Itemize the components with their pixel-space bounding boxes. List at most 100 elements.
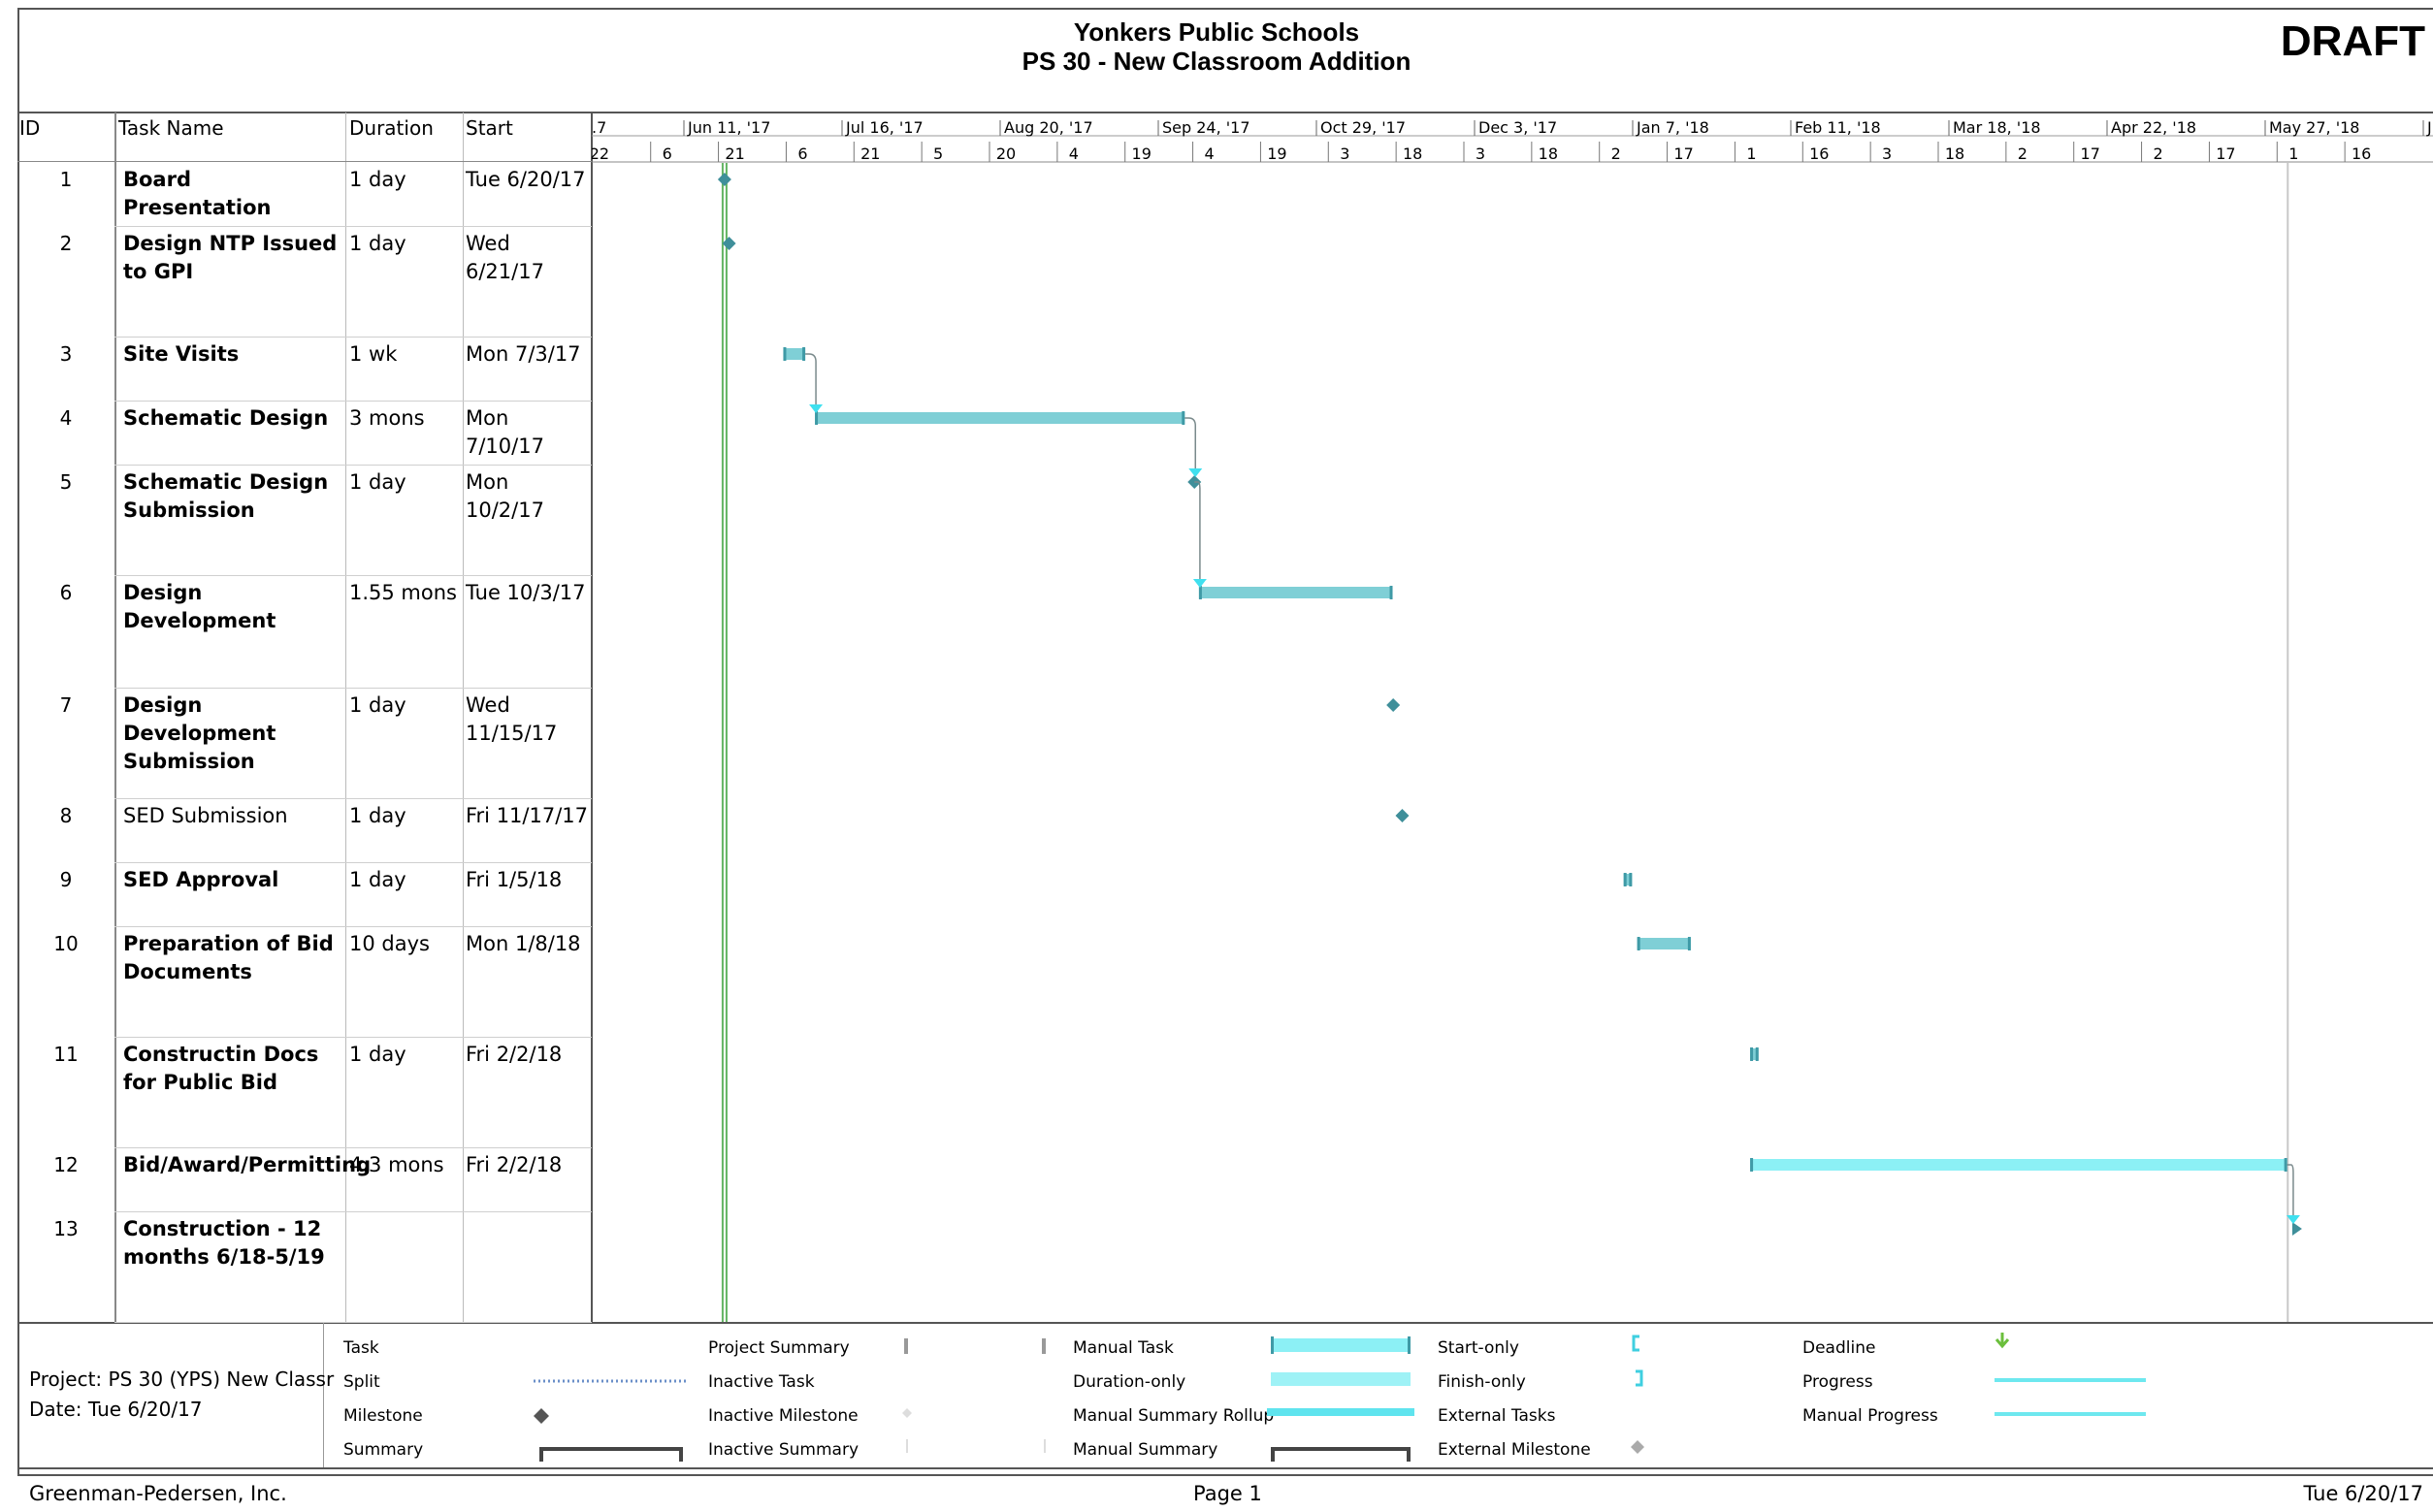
task-id[interactable]: 4 xyxy=(59,406,73,430)
task-name[interactable]: SED Submission xyxy=(123,804,288,827)
task-start[interactable]: Fri 1/5/18 xyxy=(466,868,563,891)
task-id[interactable]: 8 xyxy=(59,804,73,827)
legend-manual-summary-rollup: Manual Summary Rollup xyxy=(1073,1406,1275,1426)
task-start[interactable]: Fri 2/2/18 xyxy=(466,1043,563,1066)
task-id[interactable]: 2 xyxy=(59,232,73,255)
legend-manual-summary: Manual Summary xyxy=(1073,1440,1218,1460)
task-id[interactable]: 13 xyxy=(53,1217,79,1240)
manual-task-start-cap xyxy=(1750,1158,1754,1172)
task-duration[interactable]: 1 wk xyxy=(349,342,398,366)
task-duration[interactable]: 1 day xyxy=(349,1043,406,1066)
task-start[interactable]: Wed 6/21/17 xyxy=(466,232,544,283)
task-name[interactable]: Board Presentation xyxy=(123,168,272,219)
task-name[interactable]: Preparation of Bid Documents xyxy=(123,932,334,983)
legend-start-only-symbol xyxy=(1632,1335,1639,1352)
task-id[interactable]: 6 xyxy=(59,581,73,604)
task-name[interactable]: Design NTP Issued to GPI xyxy=(123,232,338,283)
task-name[interactable]: Site Visits xyxy=(123,342,240,366)
timescale-day-label: 17 xyxy=(1673,145,1693,163)
table-row-divider xyxy=(114,688,592,689)
milestone-marker xyxy=(1395,809,1410,822)
column-header-start[interactable]: Start xyxy=(466,116,513,140)
task-name[interactable]: Design Development Submission xyxy=(123,693,276,773)
manual-task-end-cap xyxy=(2284,1158,2287,1172)
table-row-divider xyxy=(114,862,592,863)
legend-manual-task-symbol xyxy=(1271,1338,1411,1352)
legend-finish-only: Finish-only xyxy=(1438,1372,1526,1392)
task-duration[interactable]: 4.3 mons xyxy=(349,1153,444,1176)
table-chart-divider xyxy=(591,113,593,1322)
timescale-month-label: Apr 22, '18 xyxy=(2111,118,2196,137)
task-id[interactable]: 11 xyxy=(53,1043,79,1066)
legend-external-tasks: External Tasks xyxy=(1438,1406,1556,1426)
task-name[interactable]: Constructin Docs for Public Bid xyxy=(123,1043,319,1094)
column-header-duration[interactable]: Duration xyxy=(349,116,434,140)
task-name[interactable]: Construction - 12 months 6/18-5/19 xyxy=(123,1217,325,1269)
task-start[interactable]: Tue 6/20/17 xyxy=(466,168,586,191)
task-start[interactable]: Wed 11/15/17 xyxy=(466,693,558,745)
footer-divider xyxy=(17,1467,2433,1469)
task-id[interactable]: 12 xyxy=(53,1153,79,1176)
timescale-month-label: Jul 16, '17 xyxy=(845,118,924,137)
manual-start-marker xyxy=(2291,1222,2302,1236)
task-duration[interactable]: 1 day xyxy=(349,804,406,827)
timescale-day-label: 19 xyxy=(1132,145,1152,163)
column-header-id[interactable]: ID xyxy=(19,116,41,140)
column-header-task-name[interactable]: Task Name xyxy=(118,116,224,140)
timescale-day-label: 5 xyxy=(933,145,943,163)
task-start[interactable]: Mon 10/2/17 xyxy=(466,470,544,522)
dependency-arrow xyxy=(1188,468,1203,477)
timescale-day-label: 18 xyxy=(1403,145,1422,163)
legend-project-summary-symbol xyxy=(904,1338,908,1354)
task-id[interactable]: 9 xyxy=(59,868,73,891)
task-bar-start-cap xyxy=(1198,586,1202,599)
timescale-day-label: 1 xyxy=(1746,145,1756,163)
task-start[interactable]: Fri 11/17/17 xyxy=(466,804,589,827)
table-row-divider xyxy=(114,1147,592,1148)
legend-duration-only-symbol xyxy=(1271,1372,1411,1386)
task-start[interactable]: Fri 2/2/18 xyxy=(466,1153,563,1176)
task-duration[interactable]: 3 mons xyxy=(349,406,425,430)
timescale-month-label: Feb 11, '18 xyxy=(1795,118,1881,137)
task-start[interactable]: Mon 7/3/17 xyxy=(466,342,581,366)
legend-manual-summary-symbol xyxy=(1271,1447,1411,1462)
task-start[interactable]: Mon 1/8/18 xyxy=(466,932,581,955)
milestone-marker xyxy=(1386,698,1401,712)
table-row-divider xyxy=(114,401,592,402)
legend-inactive-milestone-symbol xyxy=(902,1408,912,1418)
task-duration[interactable]: 1 day xyxy=(349,868,406,891)
task-name[interactable]: Design Development xyxy=(123,581,276,632)
task-duration[interactable]: 1 day xyxy=(349,232,406,255)
task-id[interactable]: 3 xyxy=(59,342,73,366)
task-start[interactable]: Mon 7/10/17 xyxy=(466,406,544,458)
task-name[interactable]: Schematic Design Submission xyxy=(123,470,329,522)
timescale-day-label: 2 xyxy=(1611,145,1621,163)
legend-summary-symbol xyxy=(539,1447,683,1462)
task-start[interactable]: Tue 10/3/17 xyxy=(466,581,586,604)
report-title: Yonkers Public Schools xyxy=(1073,17,1360,47)
timescale-day-label: 17 xyxy=(2216,145,2235,163)
task-duration[interactable]: 1 day xyxy=(349,168,406,191)
task-duration[interactable]: 1 day xyxy=(349,693,406,717)
header-divider xyxy=(17,112,2433,113)
task-name[interactable]: Schematic Design xyxy=(123,406,329,430)
dependency-arrow xyxy=(2286,1215,2300,1224)
task-id[interactable]: 1 xyxy=(59,168,73,191)
task-duration[interactable]: 1.55 mons xyxy=(349,581,457,604)
task-name[interactable]: SED Approval xyxy=(123,868,279,891)
timescale-month-label: Aug 20, '17 xyxy=(1004,118,1093,137)
task-bar-end-cap xyxy=(1182,411,1185,425)
legend-milestone: Milestone xyxy=(343,1406,423,1426)
legend-split: Split xyxy=(343,1372,380,1392)
timescale-day-label: 6 xyxy=(663,145,672,163)
task-duration[interactable]: 1 day xyxy=(349,470,406,494)
timescale-day-label: 20 xyxy=(996,145,1016,163)
task-id[interactable]: 10 xyxy=(53,932,79,955)
task-bar xyxy=(1623,874,1633,885)
task-id[interactable]: 5 xyxy=(59,470,73,494)
task-duration[interactable]: 10 days xyxy=(349,932,430,955)
task-id[interactable]: 7 xyxy=(59,693,73,717)
table-row-divider xyxy=(114,575,592,576)
legend-start-only: Start-only xyxy=(1438,1338,1519,1358)
task-name[interactable]: Bid/Award/Permitting xyxy=(123,1153,372,1176)
